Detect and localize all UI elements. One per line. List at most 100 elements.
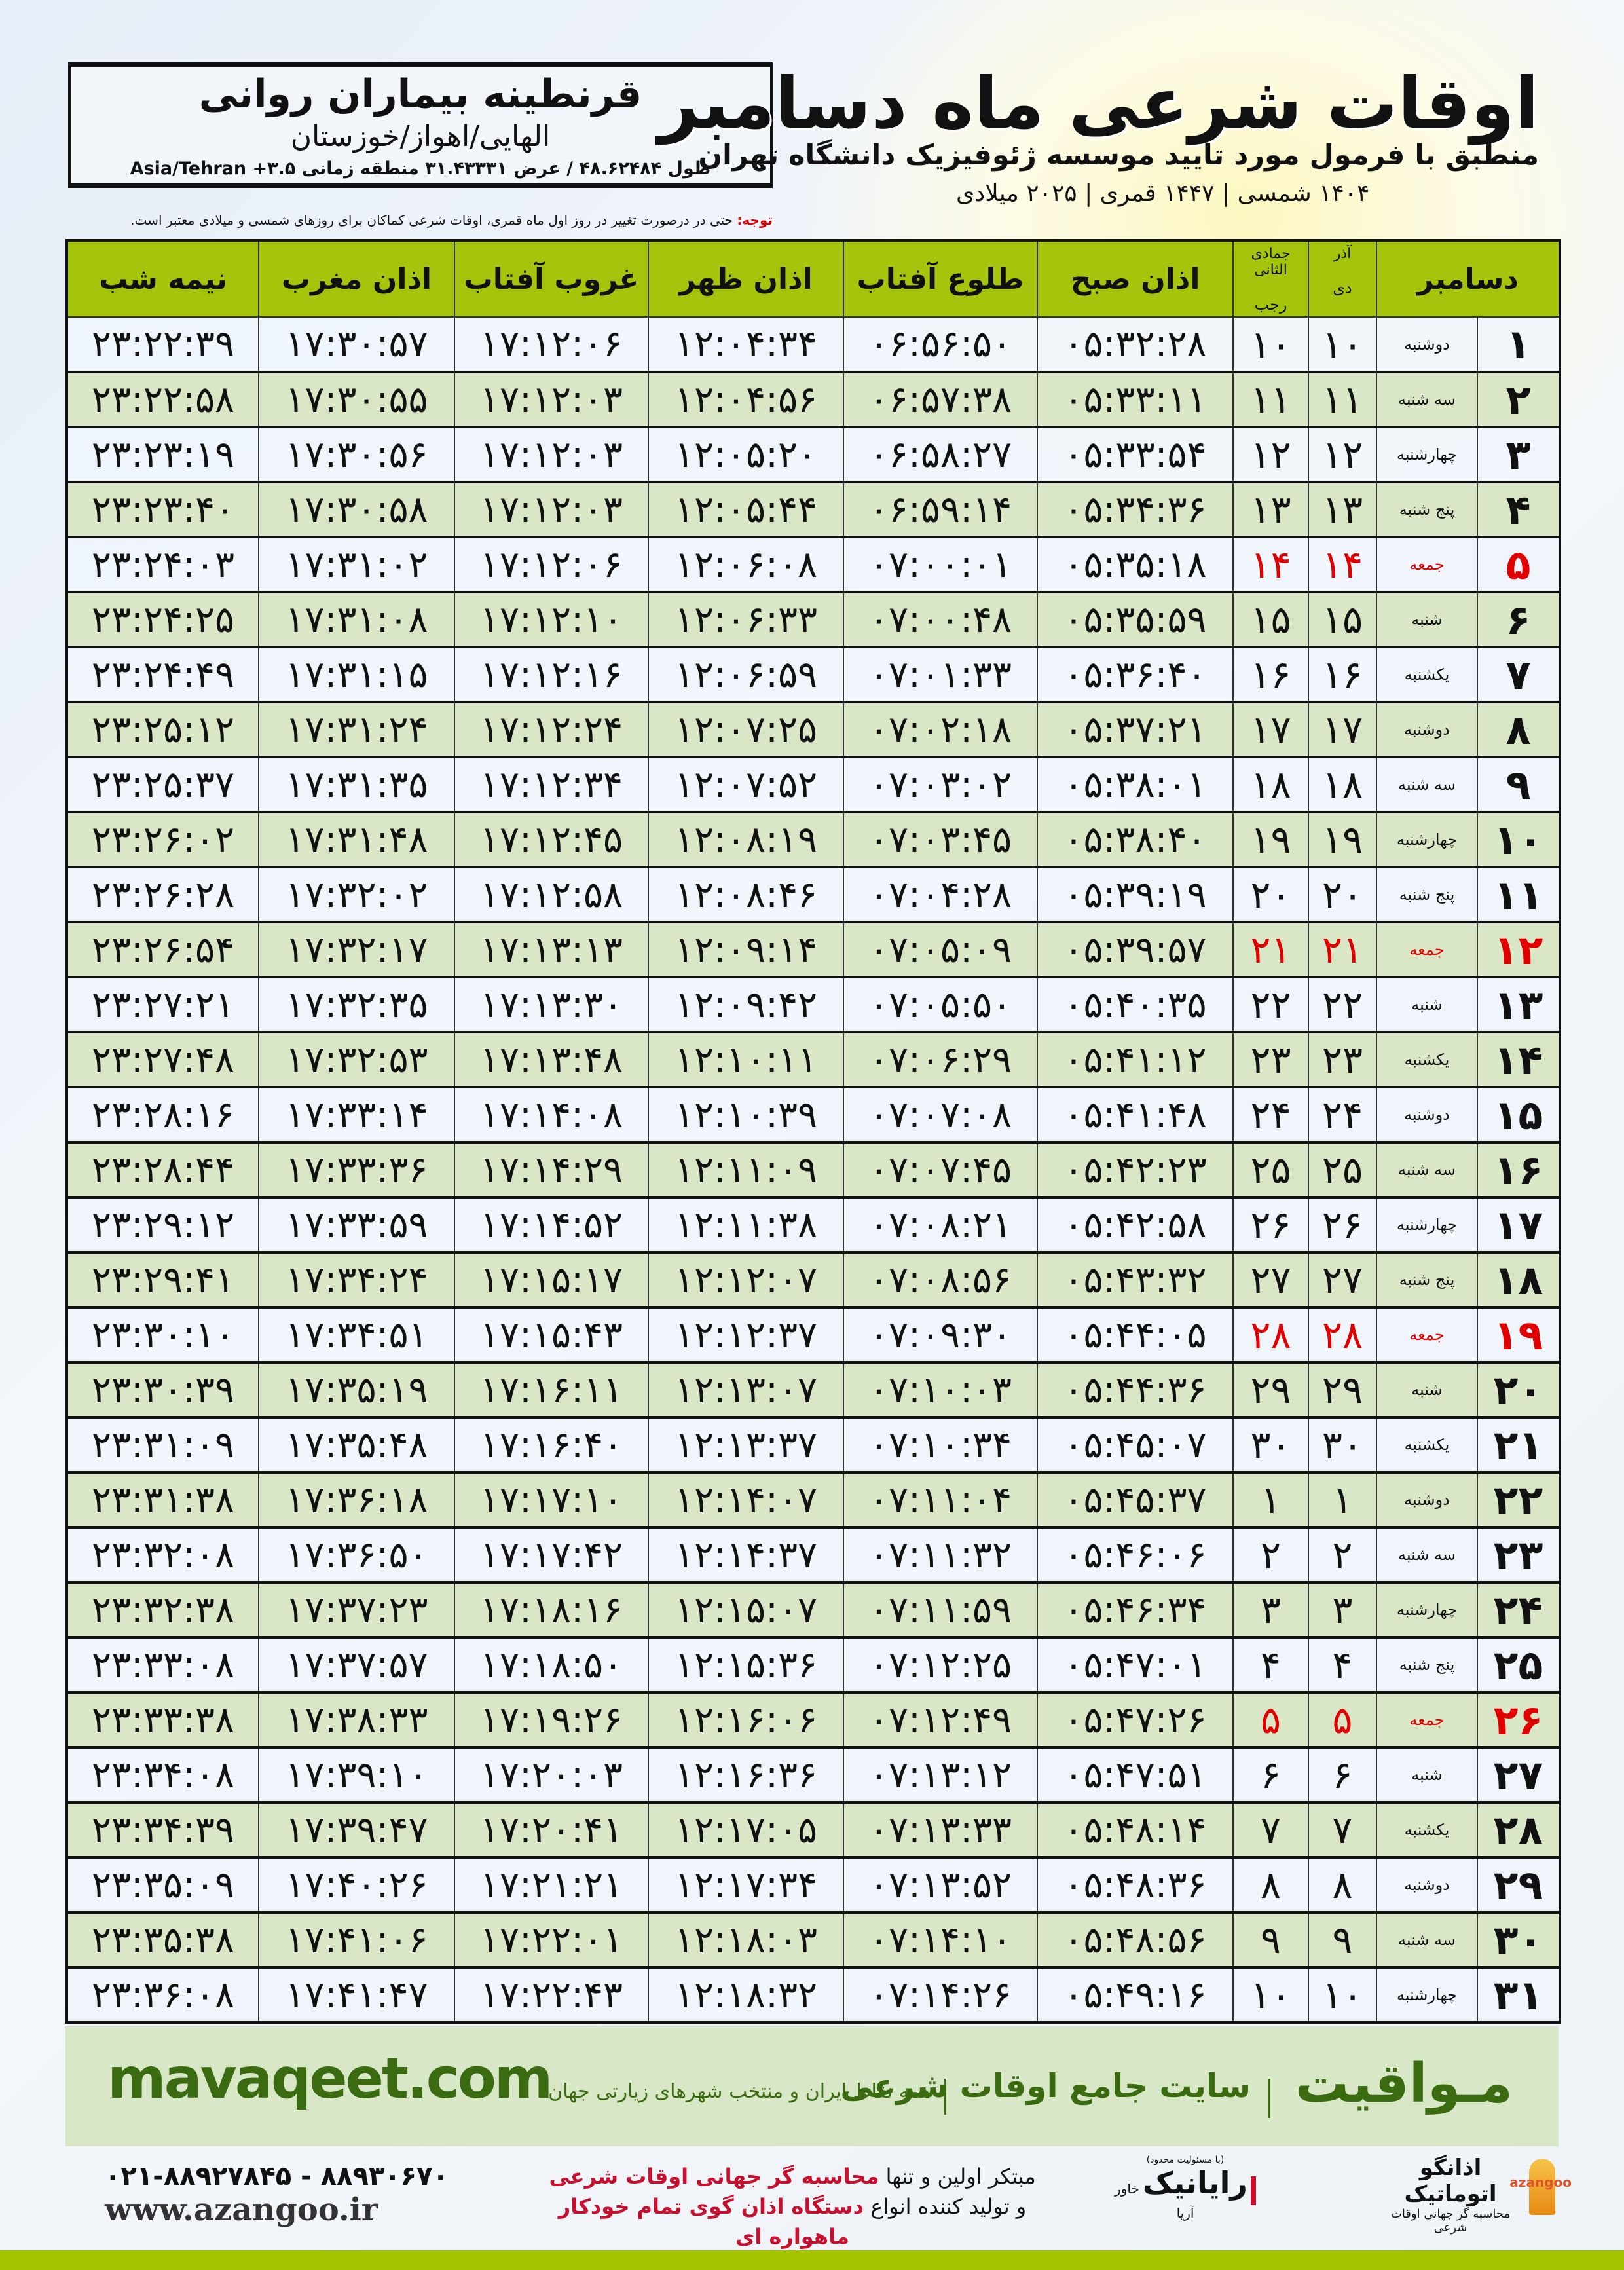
midnight-time: ۲۳:۳۴:۳۹: [66, 1802, 259, 1859]
maghrib-time: ۱۷:۳۲:۳۵: [258, 977, 455, 1033]
dhuhr-time: ۱۲:۱۰:۱۱: [648, 1032, 844, 1088]
day-number: ۲۲: [1477, 1472, 1561, 1529]
midnight-time: ۲۳:۳۲:۳۸: [66, 1582, 259, 1639]
sunrise-time: ۰۷:۱۱:۵۹: [843, 1582, 1038, 1639]
table-row: ۱ دوشنبه ۱۰ ۱۰ ۰۵:۳۲:۲۸ ۰۶:۵۶:۵۰ ۱۲:۰۴:۳۴ ۱۷:۱۲…: [66, 316, 1561, 373]
col-dey-label: دی: [1333, 279, 1352, 297]
dey-day: ۲۲: [1308, 977, 1377, 1033]
sunset-time: ۱۷:۱۲:۰۳: [454, 371, 649, 428]
table-row: ۲۷ شنبه ۶ ۶ ۰۵:۴۷:۵۱ ۰۷:۱۳:۱۲ ۱۲:۱۶:۳۶ ۱۷:۲۰:۰۳…: [66, 1747, 1561, 1804]
maghrib-time: ۱۷:۳۳:۳۶: [258, 1142, 455, 1199]
fajr-time: ۰۵:۴۲:۵۸: [1037, 1197, 1234, 1254]
dhuhr-time: ۱۲:۰۹:۱۴: [648, 921, 844, 978]
azangoo-link[interactable]: www.azangoo.ir: [105, 2191, 378, 2228]
rajab-day: ۱۱: [1232, 371, 1309, 428]
azangoo-logo: اذانگو اتوماتیک محاسبه گر جهانی اوقات شر…: [1375, 2155, 1572, 2235]
sunrise-time: ۰۷:۱۳:۵۲: [843, 1857, 1038, 1914]
weekday: چهارشنبه: [1375, 1582, 1479, 1639]
weekday: سه شنبه: [1375, 371, 1479, 428]
table-header: دسامبر آذر دی جمادی الثانی رجب اذان صبح طل…: [67, 240, 1561, 317]
sunrise-time: ۰۷:۰۷:۰۸: [843, 1087, 1038, 1144]
rayanik-subtitle: خاور آریا: [1115, 2181, 1194, 2221]
sunset-time: ۱۷:۱۳:۱۳: [454, 921, 649, 978]
dhuhr-time: ۱۲:۱۷:۳۴: [648, 1857, 844, 1914]
day-number: ۲۹: [1477, 1857, 1561, 1914]
maghrib-time: ۱۷:۳۳:۱۴: [258, 1087, 455, 1144]
dhuhr-time: ۱۲:۰۶:۳۳: [648, 591, 844, 648]
day-number: ۲۵: [1477, 1637, 1561, 1694]
day-number: ۱۰: [1477, 811, 1561, 868]
maghrib-time: ۱۷:۴۱:۰۶: [258, 1912, 455, 1969]
dey-day: ۲۱: [1308, 921, 1377, 978]
dey-day: ۱۰: [1308, 1967, 1377, 2024]
rajab-day: ۴: [1232, 1637, 1309, 1694]
azangoo-subtitle: محاسبه گر جهانی اوقات شرعی: [1390, 2207, 1511, 2235]
rajab-day: ۱۷: [1232, 701, 1309, 758]
sunset-time: ۱۷:۱۴:۲۹: [454, 1142, 649, 1199]
midnight-time: ۲۳:۲۸:۴۴: [66, 1142, 259, 1199]
maghrib-time: ۱۷:۳۱:۰۲: [258, 536, 455, 593]
rajab-day: ۳: [1232, 1582, 1309, 1639]
sunrise-time: ۰۷:۱۴:۱۰: [843, 1912, 1038, 1969]
rajab-day: ۲۱: [1232, 921, 1309, 978]
fajr-time: ۰۵:۴۷:۲۶: [1037, 1692, 1234, 1749]
table-row: ۳۱ چهارشنبه ۱۰ ۱۰ ۰۵:۴۹:۱۶ ۰۷:۱۴:۲۶ ۱۲:۱۸:۳۲ ۱۷…: [66, 1967, 1561, 2024]
weekday: چهارشنبه: [1375, 811, 1479, 868]
dey-day: ۱۶: [1308, 646, 1377, 703]
sunrise-time: ۰۷:۰۸:۲۱: [843, 1197, 1038, 1254]
maghrib-time: ۱۷:۳۱:۰۸: [258, 591, 455, 648]
weekday: پنج شنبه: [1375, 1637, 1479, 1694]
col-month: دسامبر: [1376, 240, 1561, 317]
table-row: ۷ یکشنبه ۱۶ ۱۶ ۰۵:۳۶:۴۰ ۰۷:۰۱:۳۳ ۱۲:۰۶:۵۹ ۱۷:۱۲…: [66, 646, 1561, 703]
mavaqeet-link[interactable]: mavaqeet.com: [107, 2046, 553, 2112]
banner-site-title: سایت جامع اوقات شرعی: [840, 2067, 1251, 2105]
sunset-time: ۱۷:۱۲:۲۴: [454, 701, 649, 758]
dey-day: ۱۸: [1308, 756, 1377, 813]
table-row: ۱۶ سه شنبه ۲۵ ۲۵ ۰۵:۴۲:۲۳ ۰۷:۰۷:۴۵ ۱۲:۱۱:۰۹ ۱۷:…: [66, 1142, 1561, 1199]
fajr-time: ۰۵:۳۵:۵۹: [1037, 591, 1234, 648]
dhuhr-time: ۱۲:۱۳:۳۷: [648, 1417, 844, 1474]
col-dhuhr: اذان ظهر: [648, 240, 844, 317]
maghrib-time: ۱۷:۴۰:۲۶: [258, 1857, 455, 1914]
promo-line1: مبتکر اولین و تنها: [879, 2164, 1036, 2189]
midnight-time: ۲۳:۲۷:۴۸: [66, 1032, 259, 1088]
maghrib-time: ۱۷:۳۳:۵۹: [258, 1197, 455, 1254]
rajab-day: ۲۲: [1232, 977, 1309, 1033]
sunset-time: ۱۷:۲۰:۴۱: [454, 1802, 649, 1859]
maghrib-time: ۱۷:۳۵:۴۸: [258, 1417, 455, 1474]
midnight-time: ۲۳:۳۱:۰۹: [66, 1417, 259, 1474]
fajr-time: ۰۵:۳۹:۵۷: [1037, 921, 1234, 978]
promo-line1-highlight: محاسبه گر جهانی اوقات شرعی: [549, 2164, 879, 2189]
dey-day: ۱۲: [1308, 426, 1377, 483]
sunset-time: ۱۷:۱۲:۱۶: [454, 646, 649, 703]
dey-day: ۲۵: [1308, 1142, 1377, 1199]
sunset-time: ۱۷:۱۴:۰۸: [454, 1087, 649, 1144]
midnight-time: ۲۳:۲۵:۱۲: [66, 701, 259, 758]
dey-day: ۲۰: [1308, 866, 1377, 923]
sunrise-time: ۰۶:۵۸:۲۷: [843, 426, 1038, 483]
day-number: ۱۶: [1477, 1142, 1561, 1199]
dhuhr-time: ۱۲:۱۷:۰۵: [648, 1802, 844, 1859]
sunset-time: ۱۷:۱۸:۱۶: [454, 1582, 649, 1639]
fajr-time: ۰۵:۴۰:۳۵: [1037, 977, 1234, 1033]
midnight-time: ۲۳:۳۳:۰۸: [66, 1637, 259, 1694]
rajab-day: ۱۰: [1232, 316, 1309, 373]
fajr-time: ۰۵:۴۶:۰۶: [1037, 1527, 1234, 1584]
sunrise-time: ۰۷:۱۰:۳۴: [843, 1417, 1038, 1474]
col-rajab: جمادی الثانی رجب: [1233, 240, 1309, 317]
table-row: ۲۲ دوشنبه ۱ ۱ ۰۵:۴۵:۳۷ ۰۷:۱۱:۰۴ ۱۲:۱۴:۰۷ ۱۷:۱۷:…: [66, 1472, 1561, 1529]
fajr-time: ۰۵:۳۲:۲۸: [1037, 316, 1234, 373]
midnight-time: ۲۳:۲۲:۵۸: [66, 371, 259, 428]
midnight-time: ۲۳:۳۲:۰۸: [66, 1527, 259, 1584]
fajr-time: ۰۵:۳۳:۵۴: [1037, 426, 1234, 483]
table-row: ۳ چهارشنبه ۱۲ ۱۲ ۰۵:۳۳:۵۴ ۰۶:۵۸:۲۷ ۱۲:۰۵:۲۰ ۱۷:…: [66, 426, 1561, 483]
dey-day: ۱۱: [1308, 371, 1377, 428]
day-number: ۷: [1477, 646, 1561, 703]
weekday: سه شنبه: [1375, 756, 1479, 813]
maghrib-time: ۱۷:۳۱:۴۸: [258, 811, 455, 868]
location-region: الهایی/اهواز/خوزستان: [290, 120, 551, 153]
dhuhr-time: ۱۲:۰۸:۱۹: [648, 811, 844, 868]
rajab-day: ۱۰: [1232, 1967, 1309, 2024]
location-coordinates: طول ۴۸.۶۲۴۸۴ / عرض ۳۱.۴۳۳۳۱ منطقه زمانی …: [130, 158, 711, 179]
dhuhr-time: ۱۲:۰۴:۳۴: [648, 316, 844, 373]
